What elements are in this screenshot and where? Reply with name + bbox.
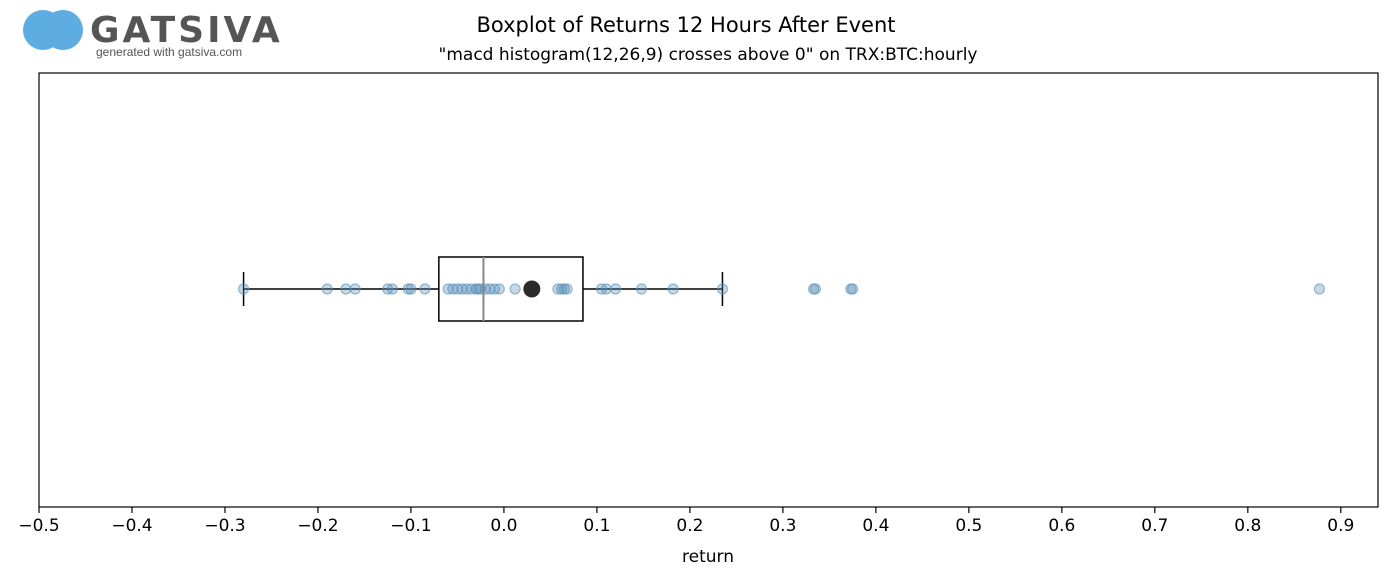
x-tick-label: −0.3 bbox=[204, 516, 245, 536]
x-tick-label: 0.1 bbox=[583, 516, 610, 536]
chart-subtitle: "macd histogram(12,26,9) crosses above 0… bbox=[439, 45, 978, 65]
data-point bbox=[561, 283, 573, 295]
x-tick-label: 0.7 bbox=[1141, 516, 1168, 536]
data-point bbox=[405, 283, 417, 295]
iqr-box bbox=[438, 256, 584, 322]
x-tick-label: −0.2 bbox=[297, 516, 338, 536]
data-point bbox=[237, 283, 250, 295]
chart-title: Boxplot of Returns 12 Hours After Event bbox=[476, 13, 895, 37]
data-point bbox=[493, 283, 505, 295]
data-point bbox=[349, 283, 361, 295]
x-tick-label: 0.8 bbox=[1234, 516, 1261, 536]
data-point bbox=[667, 283, 679, 295]
x-axis-label: return bbox=[682, 547, 734, 567]
x-axis: −0.5 −0.4 −0.3 −0.2 −0.1 0.0 0.1 0.2 0.3 0.4 0.5 0.… bbox=[18, 507, 1354, 536]
plot-area bbox=[38, 72, 1379, 508]
data-point bbox=[558, 283, 570, 295]
data-point bbox=[402, 283, 414, 295]
x-tick-label: 0.4 bbox=[862, 516, 889, 536]
x-tick-label: −0.5 bbox=[18, 516, 59, 536]
data-point bbox=[600, 283, 612, 295]
x-tick-label: 0.6 bbox=[1048, 516, 1075, 536]
data-point bbox=[386, 283, 398, 295]
x-tick-label: 0.2 bbox=[676, 516, 703, 536]
logo-wordmark: GATSIVA bbox=[90, 10, 283, 51]
data-point bbox=[419, 283, 431, 295]
x-tick-label: 0.0 bbox=[490, 516, 517, 536]
x-tick-label: 0.5 bbox=[955, 516, 982, 536]
data-point bbox=[509, 283, 521, 295]
data-point bbox=[635, 283, 648, 295]
data-point bbox=[1313, 283, 1326, 295]
logo-tagline: generated with gatsiva.com bbox=[96, 45, 242, 59]
x-tick-label: 0.9 bbox=[1327, 516, 1354, 536]
data-point bbox=[321, 283, 333, 295]
x-tick-label: −0.1 bbox=[390, 516, 431, 536]
data-point bbox=[847, 283, 859, 295]
x-tick-label: −0.4 bbox=[111, 516, 152, 536]
data-point bbox=[809, 283, 822, 295]
data-point bbox=[340, 283, 352, 295]
data-point bbox=[716, 283, 729, 295]
gatsiva-logo: GATSIVA generated with gatsiva.com bbox=[23, 10, 283, 59]
data-point bbox=[609, 283, 622, 295]
logo-circle-right bbox=[43, 10, 83, 50]
boxplot-marks bbox=[237, 256, 1326, 322]
x-tick-label: 0.3 bbox=[769, 516, 796, 536]
mean-marker bbox=[523, 280, 541, 298]
